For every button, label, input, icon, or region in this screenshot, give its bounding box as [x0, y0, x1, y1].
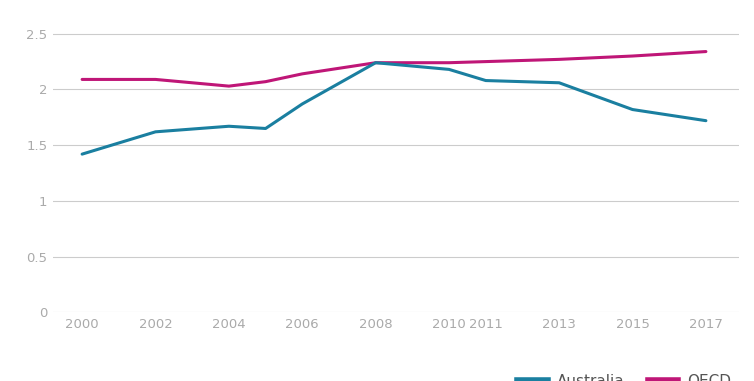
OECD	[555, 57, 564, 62]
Legend: Australia, OECD: Australia, OECD	[517, 374, 731, 381]
Australia	[628, 107, 637, 112]
Line: Australia: Australia	[82, 63, 706, 154]
OECD	[261, 79, 270, 84]
OECD	[225, 84, 234, 88]
OECD	[78, 77, 87, 82]
Australia	[481, 78, 490, 83]
Australia	[151, 130, 160, 134]
Australia	[78, 152, 87, 157]
Australia	[555, 80, 564, 85]
OECD	[151, 77, 160, 82]
OECD	[628, 54, 637, 58]
OECD	[701, 49, 710, 54]
Australia	[371, 61, 380, 65]
Australia	[701, 118, 710, 123]
Australia	[445, 67, 454, 72]
Australia	[261, 126, 270, 131]
Australia	[298, 102, 307, 106]
Australia	[225, 124, 234, 128]
OECD	[481, 59, 490, 64]
Line: OECD: OECD	[82, 51, 706, 86]
OECD	[371, 61, 380, 65]
OECD	[298, 72, 307, 76]
OECD	[445, 61, 454, 65]
